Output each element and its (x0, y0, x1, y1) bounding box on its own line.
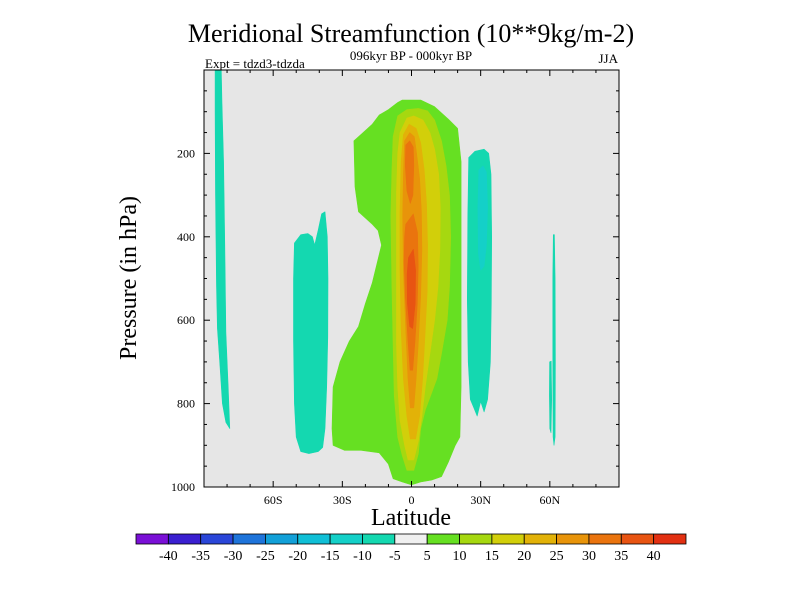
colorbar-label: 5 (424, 549, 431, 564)
contour-region-nh-subtropics-core (477, 165, 488, 271)
colorbar-label: -15 (321, 549, 340, 564)
axis-ticks: 60S 30S 0 30N 60N 200 400 600 800 1000 (171, 69, 620, 507)
y-tick-label: 800 (177, 397, 195, 411)
x-tick-label: 60N (539, 493, 560, 507)
colorbar-swatch (459, 533, 493, 545)
colorbar-label: 30 (582, 549, 596, 564)
colorbar-swatch (620, 533, 655, 545)
y-tick-label: 1000 (171, 480, 195, 494)
colorbar-label: -20 (288, 549, 307, 564)
colorbar-swatch (653, 533, 687, 545)
contour-region-central-positive-35 (406, 249, 416, 329)
chart-title: Meridional Streamfunction (10**9kg/m-2) (188, 19, 634, 48)
colorbar-label: -25 (256, 549, 275, 564)
colorbar-label: 25 (550, 549, 564, 564)
experiment-label: Expt = tdzd3-tdzda (205, 56, 305, 71)
colorbar-swatch (362, 533, 396, 545)
x-axis-label: Latitude (371, 505, 451, 531)
colorbar-label: -35 (191, 549, 210, 564)
colorbar-swatch (167, 533, 202, 545)
contour-region-sh-mid-lat-negative (293, 211, 329, 454)
colorbar-label: -40 (159, 549, 178, 564)
colorbar-swatch (588, 533, 622, 545)
colorbar-swatch (200, 533, 234, 545)
colorbar-label: 10 (453, 549, 467, 564)
contour-region-nh-high-lat-negative (552, 234, 556, 446)
colorbar-label: 20 (517, 549, 531, 564)
colorbar-label: 40 (647, 549, 661, 564)
x-tick-label: 30S (333, 493, 352, 507)
colorbar-label: -10 (353, 549, 372, 564)
contour-regions (214, 69, 556, 486)
colorbar: -40 -35 -30 -25 -20 -15 -10 -5 5 10 15 20 25 30 35 40 (135, 533, 687, 564)
y-tick-label: 600 (177, 313, 195, 327)
y-tick-label: 400 (177, 230, 195, 244)
colorbar-swatch (329, 533, 363, 545)
colorbar-label: -5 (389, 549, 401, 564)
chart-subtitle: 096kyr BP - 000kyr BP (350, 48, 472, 63)
colorbar-swatch (426, 533, 460, 545)
y-axis-label: Pressure (in hPa) (116, 196, 142, 360)
contour-region-sh-high-lat-negative (214, 69, 231, 429)
colorbar-swatch (394, 533, 428, 545)
contour-region-central-positive-30-upper (404, 140, 415, 204)
colorbar-swatch (232, 533, 266, 545)
y-tick-label: 200 (177, 146, 195, 160)
colorbar-swatch (491, 533, 525, 545)
x-tick-label: 30N (470, 493, 491, 507)
colorbar-swatch (135, 533, 169, 545)
x-tick-label: 0 (409, 493, 415, 507)
colorbar-label: 15 (485, 549, 499, 564)
colorbar-swatch (523, 533, 557, 545)
colorbar-swatch (265, 533, 299, 545)
colorbar-swatch (297, 533, 331, 545)
colorbar-swatch (556, 533, 590, 545)
colorbar-label: 35 (614, 549, 628, 564)
season-label: JJA (598, 51, 618, 66)
colorbar-label: -30 (224, 549, 243, 564)
contour-region-nh-high-lat-small (549, 360, 553, 434)
x-tick-label: 60S (264, 493, 283, 507)
